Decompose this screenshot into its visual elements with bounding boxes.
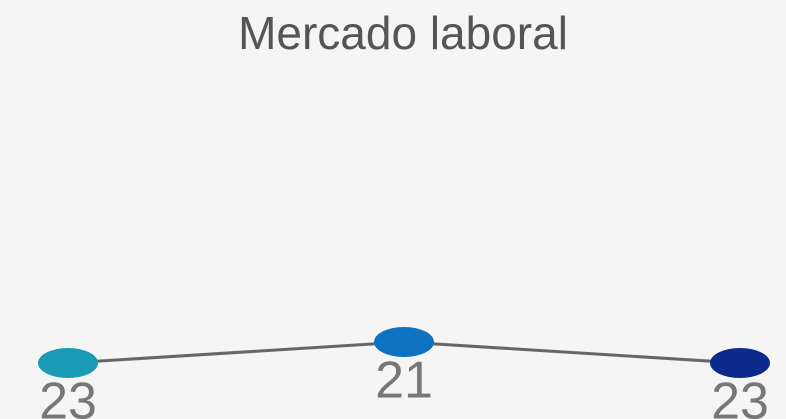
chart-title: Mercado laboral [238, 7, 568, 59]
point [710, 348, 770, 378]
point [374, 327, 434, 357]
point [38, 348, 98, 378]
value-label: 23 [711, 373, 769, 419]
value-label: 23 [39, 373, 97, 419]
value-label: 21 [375, 352, 433, 410]
